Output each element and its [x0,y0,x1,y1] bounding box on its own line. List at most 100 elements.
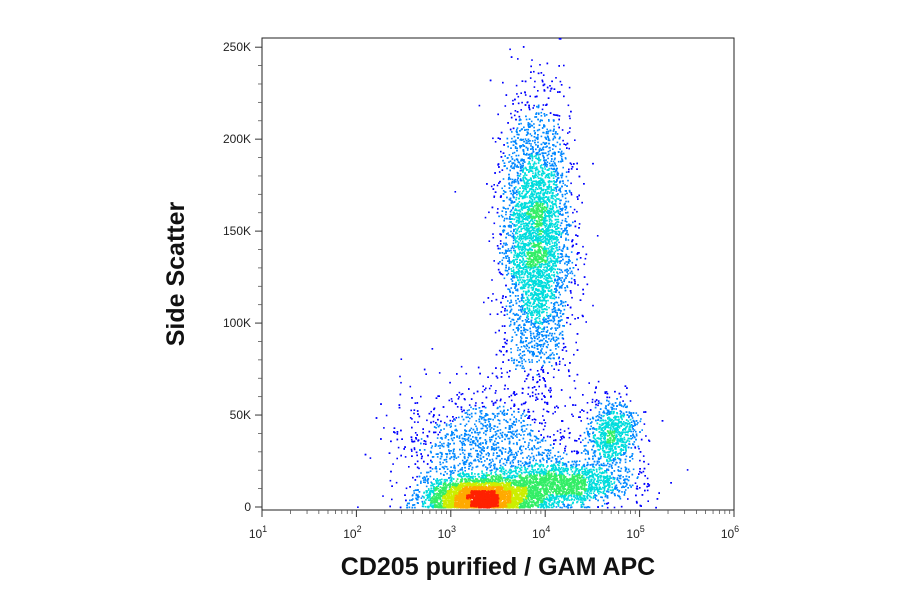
event-dot [469,452,472,455]
event-dot [628,470,631,473]
event-dot [505,213,507,216]
event-dot [506,421,508,423]
event-dot [573,274,576,277]
event-dot [548,139,551,142]
event-dot [472,447,475,450]
event-dot [625,455,628,458]
event-dot [420,453,422,455]
event-dot [497,262,500,265]
event-dot [479,447,482,449]
event-dot [560,389,563,391]
event-dot [511,137,513,140]
event-dot [540,356,542,359]
event-dot [464,412,467,414]
event-dot [624,489,627,491]
event-dot [481,391,484,393]
event-dot [488,420,490,423]
event-dot [466,413,469,416]
event-dot [417,413,419,415]
event-dot [583,450,585,452]
event-dot [589,439,592,442]
event-dot [487,446,489,448]
event-dot [619,497,622,500]
event-dot [640,471,643,474]
event-dot [571,413,573,416]
event-dot [441,438,443,440]
event-dot [524,441,526,443]
event-dot [532,326,534,328]
event-dot [606,506,609,509]
event-dot [499,240,502,242]
event-dot [463,463,465,466]
event-dot [547,343,549,346]
event-dot [557,282,560,284]
event-dot [524,463,526,466]
event-dot [540,72,543,74]
event-dot [454,425,457,427]
event-dot [415,494,418,496]
event-dot [476,440,479,443]
event-dot [546,329,549,332]
event-dot [531,140,534,142]
event-dot [511,200,513,202]
event-dot [585,506,588,509]
event-dot [564,206,566,208]
event-dot [504,384,506,387]
event-dot [408,506,411,509]
event-dot [501,372,503,374]
event-dot [513,391,515,393]
event-dot [551,327,553,329]
event-dot [435,397,438,399]
event-dot [529,157,531,160]
event-dot [570,224,572,227]
event-dot [445,466,448,468]
event-dot [614,487,616,490]
event-dot [391,498,393,501]
event-dot [619,459,622,462]
event-dot [493,196,495,198]
event-dot [470,412,473,415]
event-dot [507,272,510,275]
event-dot [483,464,485,466]
event-dot [538,149,541,151]
event-dot [607,404,610,406]
event-dot [541,352,544,354]
event-dot [519,130,521,132]
event-dot [491,279,493,281]
event-dot [518,161,521,164]
event-dot [567,269,570,272]
event-dot [633,441,636,443]
event-dot [487,376,489,378]
event-dot [416,434,418,436]
event-dot [479,410,482,412]
event-dot [550,302,553,304]
event-dot [546,165,548,168]
event-dot [516,349,519,352]
event-dot [541,152,544,154]
event-dot [537,146,539,148]
event-dot [441,445,443,447]
event-dot [565,227,567,230]
event-dot [517,172,519,175]
event-dot [569,290,572,292]
event-dot [450,471,452,474]
event-dot [564,274,567,277]
event-dot [648,440,651,442]
event-dot [546,326,548,328]
event-dot [486,427,488,429]
event-dot [541,451,544,454]
event-dot [512,312,515,315]
event-dot [518,309,520,311]
event-dot [542,369,544,372]
event-dot [474,458,476,461]
event-dot [582,439,584,441]
event-dot [508,260,511,263]
event-dot [523,411,525,413]
event-dot [579,411,581,413]
event-dot [520,452,522,455]
event-dot [509,462,512,465]
event-dot [516,429,518,432]
event-dot [535,137,538,139]
event-dot [485,413,487,415]
event-dot [542,141,545,144]
